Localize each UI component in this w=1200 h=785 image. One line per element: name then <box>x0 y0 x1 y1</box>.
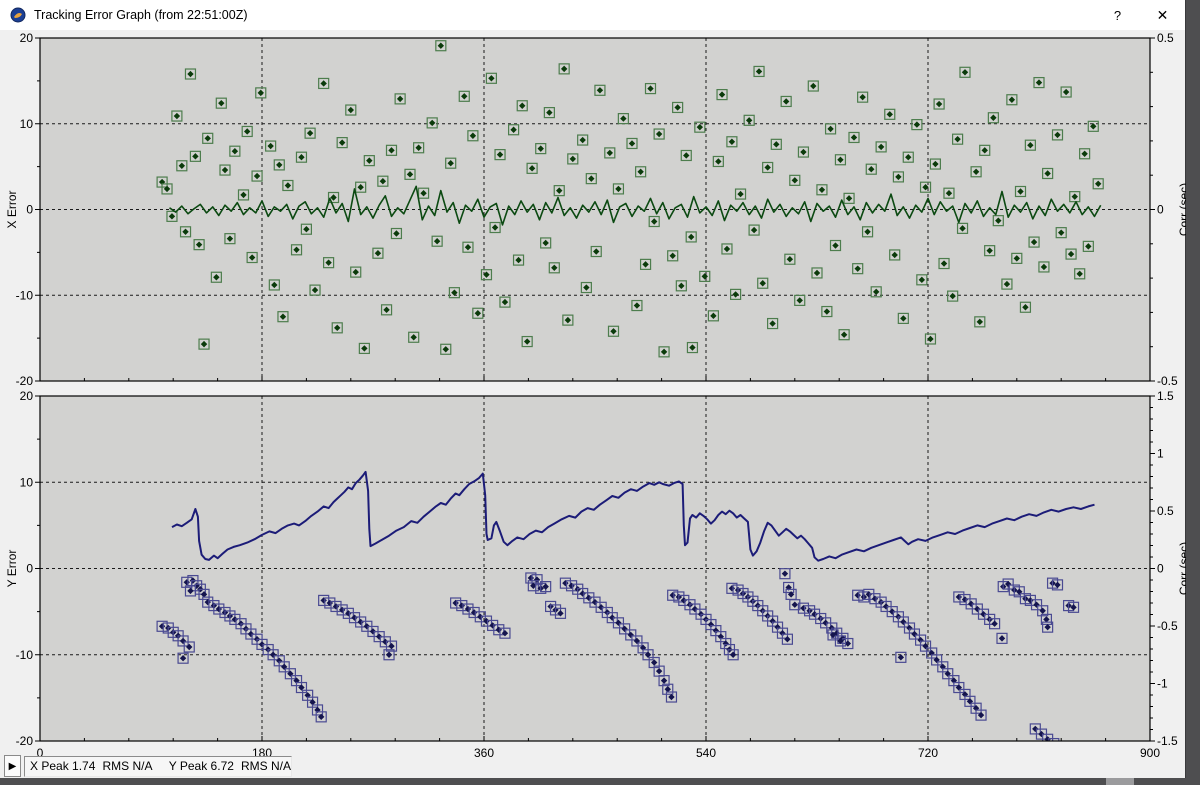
svg-text:0: 0 <box>26 203 33 217</box>
svg-text:-20: -20 <box>16 734 34 748</box>
svg-text:180: 180 <box>252 746 272 758</box>
svg-text:0: 0 <box>1157 203 1164 217</box>
svg-text:0: 0 <box>37 746 44 758</box>
svg-text:-10: -10 <box>16 648 34 662</box>
svg-text:10: 10 <box>20 475 34 489</box>
corr-sec-axis-label: Corr (sec) <box>1177 183 1186 236</box>
svg-text:-0.5: -0.5 <box>1157 374 1178 388</box>
y-rms-value: RMS N/A <box>240 759 291 773</box>
help-button[interactable]: ? <box>1113 7 1122 23</box>
taskbar-notch <box>1106 778 1134 785</box>
y-error-chart: 0 180 360 540 720 900 20 10 0 -10 -20 1.5 1 0.5 0 -0.5 -… <box>5 390 1186 758</box>
status-panel: X Peak 1.74 RMS N/A Y Peak 6.72 RMS N/A <box>24 755 292 777</box>
tracking-error-graph-window: Tracking Error Graph (from 22:51:00Z) ? … <box>0 0 1186 778</box>
svg-text:540: 540 <box>696 746 716 758</box>
svg-text:900: 900 <box>1140 746 1160 758</box>
play-icon: ▶ <box>8 760 17 772</box>
corr-sec-axis-label: Corr (sec) <box>1177 542 1186 595</box>
x-error-axis-label: X Error <box>5 190 19 228</box>
x-rms-value: RMS N/A <box>102 759 153 773</box>
svg-text:-1: -1 <box>1157 677 1168 691</box>
svg-text:-0.5: -0.5 <box>1157 619 1178 633</box>
svg-text:0: 0 <box>26 562 33 576</box>
svg-text:1: 1 <box>1157 447 1164 461</box>
title-bar: Tracking Error Graph (from 22:51:00Z) ? … <box>0 0 1185 30</box>
x-peak-value: X Peak 1.74 <box>30 759 96 773</box>
svg-text:0: 0 <box>1157 562 1164 576</box>
svg-text:0.5: 0.5 <box>1157 31 1174 45</box>
svg-text:1.5: 1.5 <box>1157 390 1174 403</box>
svg-text:10: 10 <box>20 117 34 131</box>
window-title: Tracking Error Graph (from 22:51:00Z) <box>34 8 248 22</box>
svg-text:-20: -20 <box>16 374 34 388</box>
close-button[interactable]: ✕ <box>1156 6 1169 23</box>
svg-text:-10: -10 <box>16 288 34 302</box>
svg-text:20: 20 <box>20 31 34 45</box>
y-error-axis-label: Y Error <box>5 550 19 588</box>
app-icon <box>10 7 26 23</box>
svg-text:360: 360 <box>474 746 494 758</box>
play-button[interactable]: ▶ <box>4 755 21 777</box>
status-bar: ▶ X Peak 1.74 RMS N/A Y Peak 6.72 RMS N/… <box>4 755 292 777</box>
svg-text:720: 720 <box>918 746 938 758</box>
y-peak-value: Y Peak 6.72 <box>168 759 234 773</box>
x-error-chart: 20 10 0 -10 -20 0.5 0 -0.5 X Error Corr (sec) <box>5 31 1186 388</box>
svg-text:0.5: 0.5 <box>1157 504 1174 518</box>
svg-text:-1.5: -1.5 <box>1157 734 1178 748</box>
svg-text:20: 20 <box>20 390 34 403</box>
